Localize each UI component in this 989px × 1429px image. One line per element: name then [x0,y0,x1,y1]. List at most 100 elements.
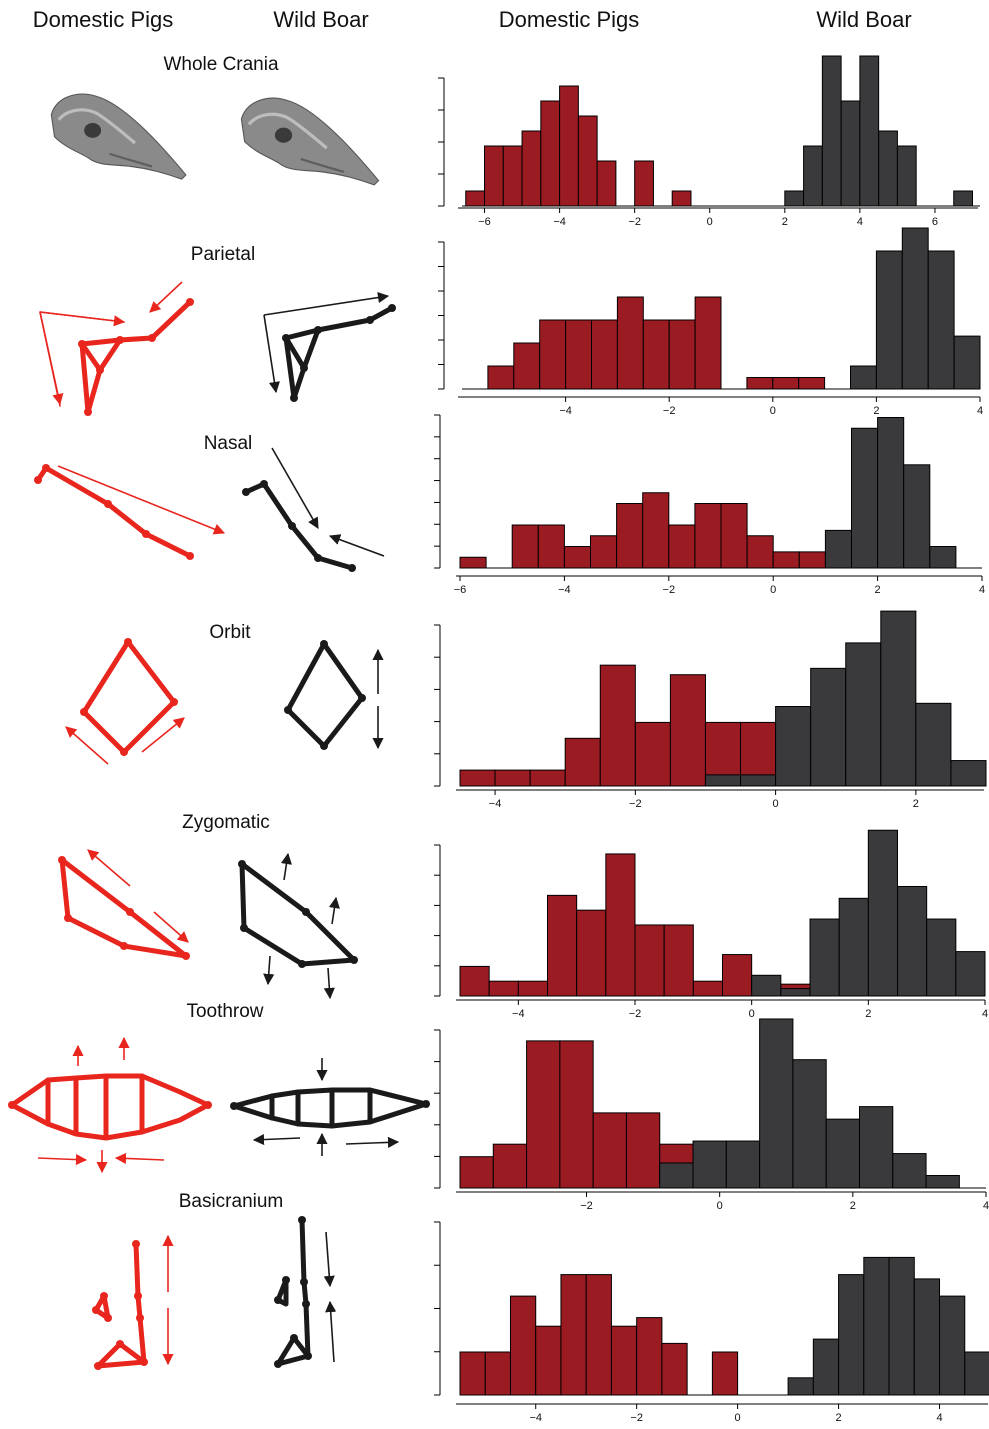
landmark-dot [274,1296,282,1304]
bar [484,145,504,207]
bar [897,885,928,997]
bar [812,1338,840,1396]
landmark-dot [314,326,322,334]
landmark-dot [290,1334,298,1342]
x-tick-label: −4 [559,405,572,417]
bar [880,610,917,787]
deformation-arrow [39,311,64,406]
bar [896,145,917,207]
bar [711,1351,739,1396]
bar [825,1118,860,1189]
deformation-arrow [328,534,385,557]
histogram-orbit: −4 −2 0 2 [434,610,987,810]
landmark-dot [348,564,356,572]
landmark-dot [96,366,104,374]
bar [616,503,644,569]
x-tick-label: −2 [629,1008,642,1020]
landmark-dot [302,1300,310,1308]
x-tick-label: 0 [770,584,776,596]
bar [694,296,722,390]
landmark-dot [300,364,308,372]
landmark-dot [274,1360,282,1368]
bar [459,556,487,569]
bar [925,1174,960,1189]
bar [863,1256,890,1396]
deformation-arrow [263,291,390,316]
landmark-dot [320,640,328,648]
bar [850,365,877,390]
deformation-arrow [323,1231,335,1288]
bar [939,1295,966,1396]
landmark-dot [8,1101,16,1109]
domestic-toothrow-wireframe [9,1073,211,1141]
landmark-dot [132,1240,140,1248]
bar [725,1140,761,1189]
deformation-arrow [141,717,185,753]
bar [824,529,853,569]
deformation-arrow [325,1300,337,1363]
wild-parietal-wireframe [301,327,321,371]
bar [610,1325,638,1396]
landmark-dot [94,1362,102,1370]
bar [592,1112,627,1189]
histogram-basicranium: −4 −2 0 2 4 [434,1221,989,1424]
row-label-nasal: Nasal [204,433,253,454]
landmark-dot [186,552,194,560]
bar [751,974,782,997]
bar [636,1317,663,1396]
bar [517,980,548,997]
landmark-dot [104,1314,112,1322]
bar [669,674,706,787]
landmark-dot [170,698,178,706]
bar [535,1325,562,1396]
bar [634,721,671,787]
series-wild-boar [824,417,957,569]
bar [511,524,539,569]
bar [492,1143,528,1189]
landmark-dot [64,914,72,922]
domestic-zygomatic-wireframe [59,857,189,959]
landmark-dot [422,1100,430,1108]
bar [668,319,696,390]
deformation-arrow [280,852,293,881]
series-wild-boar [704,610,987,787]
bar [867,829,898,997]
x-tick-label: −2 [628,216,641,228]
landmark-dot [116,1340,124,1348]
x-tick-label: 0 [707,216,713,228]
landmark-dot [148,334,156,342]
landmark-dot [288,522,296,530]
bar [634,924,665,997]
bar [642,492,670,569]
bar [892,1153,927,1189]
bar [798,377,826,390]
row-label-parietal: Parietal [191,244,255,265]
series-wild-boar [787,1256,989,1396]
bar [559,85,579,207]
series-domestic-pigs [459,492,826,569]
bar [926,918,957,997]
bar [720,503,748,569]
histogram-zygomatic: −4 −2 0 2 4 [434,829,988,1020]
bar [459,1156,494,1189]
x-tick-label: 4 [983,1200,989,1212]
bar [780,988,811,997]
series-wild-boar [784,55,973,207]
landmark-dot [126,908,134,916]
x-tick-label: 4 [979,584,985,596]
landmark-dot [290,394,298,402]
landmark-dot [84,408,92,416]
series-domestic-pigs [465,85,692,207]
wild-nasal-wireframe [243,481,355,571]
x-tick-label: 0 [773,798,779,810]
row-label-zygomatic: Zygomatic [182,812,270,833]
deformation-arrow [252,1133,301,1146]
bar [784,190,805,207]
deformation-arrow [87,849,131,887]
series-wild-boar [850,227,981,390]
landmark-dot [136,1314,144,1322]
wild-orbit-wireframe [285,641,365,749]
bar [484,1351,511,1396]
bar [845,642,882,787]
header-right-domestic: Domestic Pigs [499,7,640,32]
